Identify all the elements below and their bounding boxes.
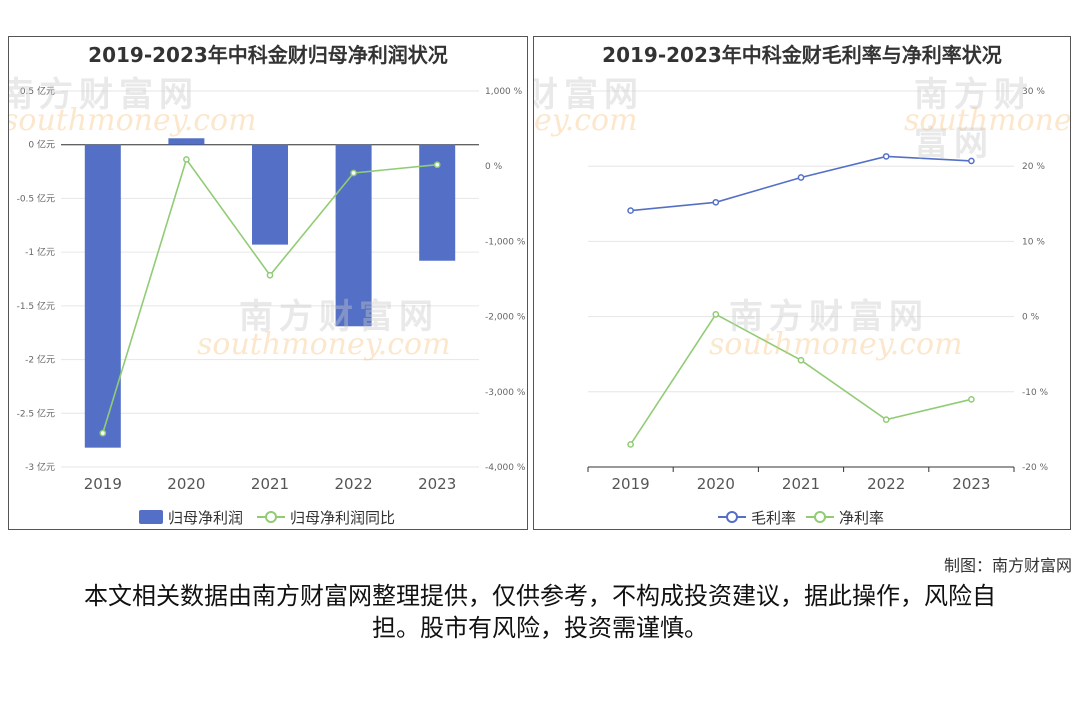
net-profit-chart-panel: 0.5 亿元 0 亿元 -0.5 亿元 -1 亿元 -1.5 亿元 -2 亿元 -2.5 亿…	[8, 36, 528, 530]
x-tick-label: 2020	[167, 475, 205, 493]
x-tick-label: 2019	[612, 475, 650, 493]
series-point-1	[968, 395, 975, 403]
legend-swatch-gross-marker	[726, 511, 738, 523]
y-tick-label-right: 1,000 %	[485, 87, 523, 97]
net-profit-chart: 0.5 亿元 0 亿元 -0.5 亿元 -1 亿元 -1.5 亿元 -2 亿元 -2.5 亿…	[17, 85, 526, 527]
x-tick-label: 2022	[867, 475, 905, 493]
y-tick-label: 20 %	[1022, 162, 1045, 172]
series-point-1	[797, 356, 805, 364]
legend-label: 毛利率	[751, 509, 796, 527]
series-line-0	[630, 155, 972, 212]
series-point-1	[712, 310, 720, 318]
series-point-0	[712, 198, 720, 206]
bar	[252, 144, 288, 245]
legend-swatch-bar	[139, 510, 163, 524]
bar	[168, 138, 205, 145]
series-point-0	[797, 174, 805, 181]
y-tick-label-left: -2 亿元	[25, 354, 55, 366]
y-tick-label-left: -3 亿元	[25, 461, 55, 473]
y-tick-label-right: -4,000 %	[485, 463, 526, 473]
series-point-0	[968, 157, 975, 165]
yoy-point	[350, 169, 357, 177]
legend-label: 归母净利润同比	[290, 509, 395, 527]
series-point-0	[882, 153, 890, 160]
y-tick-label: 10 %	[1022, 237, 1045, 247]
series-point-0	[627, 207, 634, 214]
legend-swatch-yoy-marker	[265, 511, 277, 523]
y-tick-label-right: -1,000 %	[485, 237, 526, 247]
x-tick-label: 2021	[251, 475, 289, 493]
y-tick-label-right: -3,000 %	[485, 388, 526, 398]
series-point-1	[882, 416, 890, 423]
chart-credit: 制图：南方财富网	[943, 556, 1072, 575]
y-tick-label: -10 %	[1022, 388, 1049, 398]
yoy-point	[99, 429, 107, 437]
y-tick-label-left: 0.5 亿元	[20, 85, 55, 97]
legend-label: 净利率	[839, 509, 884, 527]
y-tick-label-left: -2.5 亿元	[17, 407, 55, 419]
y-tick-label-left: -1 亿元	[25, 246, 55, 258]
x-tick-label: 2023	[952, 475, 990, 493]
x-tick-label: 2020	[697, 475, 735, 493]
disclaimer-text: 本文相关数据由南方财富网整理提供，仅供参考，不构成投资建议，据此操作，风险自担。…	[84, 582, 996, 642]
x-tick-label: 2023	[418, 475, 456, 493]
yoy-point	[433, 161, 441, 169]
legend-swatch-net-marker	[814, 511, 826, 523]
x-tick-label: 2021	[782, 475, 820, 493]
series-line-1	[629, 313, 972, 445]
chart-title: 2019-2023年中科金财归母净利润状况	[88, 43, 448, 67]
y-tick-label: 30 %	[1022, 87, 1045, 97]
margin-chart: 30 % 20 % 10 % 0 % -10 % -20 % 2019 2020 2021 202…	[587, 87, 1049, 527]
chart-title: 2019-2023年中科金财毛利率与净利率状况	[602, 43, 1002, 67]
y-tick-label-right: -2,000 %	[485, 313, 526, 323]
y-tick-label: -20 %	[1022, 463, 1049, 473]
x-tick-label: 2019	[84, 475, 122, 493]
margin-chart-panel: 30 % 20 % 10 % 0 % -10 % -20 % 2019 2020 2021 202…	[533, 36, 1071, 530]
yoy-point	[183, 156, 190, 163]
series-point-1	[627, 441, 634, 448]
bar	[84, 144, 121, 448]
yoy-point	[266, 271, 274, 279]
y-tick-label-left: -1.5 亿元	[17, 300, 55, 312]
y-tick-label-left: 0 亿元	[28, 139, 55, 151]
y-tick-label-right: 0 %	[485, 162, 503, 172]
y-tick-label-left: -0.5 亿元	[17, 192, 55, 204]
x-tick-label: 2022	[335, 475, 373, 493]
legend-label: 归母净利润	[168, 509, 243, 527]
y-tick-label: 0 %	[1022, 313, 1040, 323]
